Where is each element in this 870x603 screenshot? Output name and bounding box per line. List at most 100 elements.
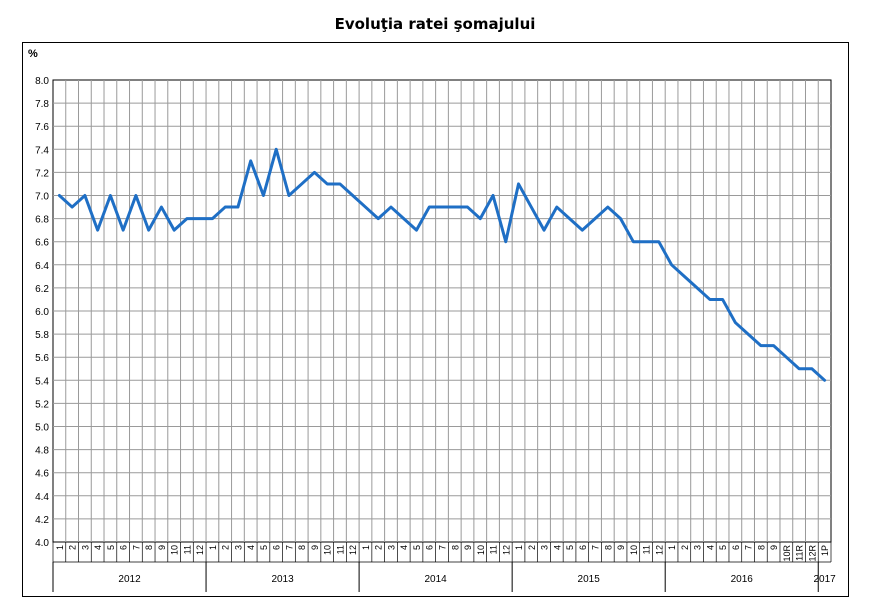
- x-tick-label: 2: [527, 545, 537, 550]
- data-point: [70, 205, 74, 209]
- x-tick-label: 5: [106, 545, 116, 550]
- y-tick-label: 7.2: [35, 168, 49, 179]
- data-point: [695, 286, 699, 290]
- y-tick-label: 7.6: [35, 122, 49, 133]
- x-tick-label: 1P: [820, 545, 830, 556]
- y-tick-label: 4.0: [35, 538, 49, 549]
- x-tick-label: 3: [386, 545, 396, 550]
- y-tick-label: 5.8: [35, 330, 49, 341]
- x-tick-label: 10: [170, 545, 180, 555]
- y-tick-label: 8.0: [35, 76, 49, 87]
- x-tick-label: 7: [591, 545, 601, 550]
- x-tick-label: 7: [131, 545, 141, 550]
- x-tick-label: 6: [272, 545, 282, 550]
- data-point: [109, 194, 112, 197]
- x-tick-label: 4: [552, 545, 562, 550]
- x-tick-label: 7: [438, 545, 448, 550]
- data-point: [223, 205, 227, 209]
- x-tick-label: 1: [208, 545, 218, 550]
- x-tick-label: 2: [221, 545, 231, 550]
- y-tick-labels: 4.0 4.2 4.4 4.6 4.8 5.0 5.2 5.4 5.6 5.8 6.0 6.2 6.4 6…: [35, 76, 49, 549]
- x-tick-label: 12: [654, 545, 664, 555]
- x-tick-label: 9: [616, 545, 626, 550]
- data-point: [338, 182, 342, 186]
- y-tick-label: 5.4: [35, 376, 49, 387]
- x-tick-label: 10: [323, 545, 333, 555]
- y-tick-label: 5.6: [35, 353, 49, 364]
- series-layer: [57, 147, 827, 382]
- data-point: [670, 263, 673, 266]
- data-point: [466, 205, 469, 209]
- x-tick-label: 2: [374, 545, 384, 550]
- data-point: [58, 194, 61, 197]
- y-tick-label: 6.8: [35, 215, 49, 226]
- data-point: [581, 228, 584, 232]
- y-tick-label: 4.6: [35, 469, 49, 480]
- line-chart: % 4.0 4.2 4.4 4.6 4.8 5.0 5.2 5.4 5.6 5.8 6.0 6.2 6.…: [28, 48, 836, 592]
- y-tick-label: 6.6: [35, 238, 49, 249]
- data-point: [530, 205, 533, 209]
- y-tick-label: 4.4: [35, 492, 49, 503]
- x-tick-label: 7: [284, 545, 294, 550]
- x-tick-label: 7: [744, 545, 754, 550]
- data-point: [632, 240, 635, 243]
- y-tick-label: 4.2: [35, 515, 49, 526]
- y-tick-label: 4.8: [35, 446, 49, 457]
- data-point: [823, 379, 826, 382]
- data-point: [351, 194, 354, 197]
- x-tick-label: 10: [629, 545, 639, 555]
- x-tick-label: 1: [55, 545, 65, 550]
- x-tick-label: 10: [476, 545, 486, 555]
- x-tick-label: 9: [310, 545, 320, 550]
- x-tick-label: 11R: [795, 545, 805, 561]
- grid-lines: [52, 79, 832, 543]
- x-tick-label: 9: [157, 545, 167, 550]
- data-point: [657, 240, 661, 243]
- data-point: [287, 194, 291, 197]
- x-tick-label: 2: [68, 545, 78, 550]
- data-point: [606, 205, 610, 209]
- data-point: [326, 182, 329, 186]
- data-point: [274, 148, 278, 151]
- data-point: [453, 205, 456, 209]
- x-tick-label: 2: [680, 545, 690, 550]
- x-tick-label: 5: [565, 545, 575, 550]
- x-tick-label: 11: [489, 545, 499, 554]
- x-tick-label: 6: [119, 545, 129, 550]
- data-point: [121, 228, 125, 232]
- data-point: [772, 344, 775, 347]
- y-axis-label: %: [28, 48, 38, 60]
- x-tick-label: 8: [297, 545, 307, 550]
- y-tick-label: 5.0: [35, 423, 49, 434]
- year-label: 2012: [118, 574, 141, 585]
- data-point: [134, 194, 138, 197]
- year-label: 2013: [271, 574, 294, 585]
- data-point: [479, 217, 482, 220]
- x-tick-label: 1: [361, 545, 371, 550]
- data-point: [619, 217, 622, 220]
- data-point: [364, 205, 367, 209]
- x-tick-label: 9: [769, 545, 779, 550]
- x-tick-label: 12: [195, 545, 205, 555]
- year-label: 2014: [424, 574, 447, 585]
- y-tick-label: 7.0: [35, 192, 49, 203]
- year-label: 2017: [813, 574, 836, 585]
- data-point: [300, 182, 303, 186]
- data-point: [593, 217, 597, 220]
- x-tick-label: 10R: [782, 545, 792, 562]
- y-tick-label: 7.4: [35, 145, 49, 156]
- y-tick-label: 6.0: [35, 307, 49, 318]
- data-point: [172, 228, 176, 232]
- x-tick-label: 11: [642, 545, 652, 554]
- data-point: [313, 171, 316, 174]
- data-point: [759, 344, 763, 347]
- x-tick-label: 4: [399, 545, 409, 550]
- data-point: [568, 217, 571, 220]
- data-point: [542, 228, 546, 232]
- x-tick-label: 3: [233, 545, 243, 550]
- chart-frame: % 4.0 4.2 4.4 4.6 4.8 5.0 5.2 5.4 5.6 5.8 6.0 6.2 6.…: [22, 42, 849, 597]
- x-tick-label: 5: [259, 545, 269, 550]
- x-tick-label: 12: [348, 545, 358, 555]
- x-tick-label: 11: [182, 545, 192, 554]
- x-tick-label: 5: [718, 545, 728, 550]
